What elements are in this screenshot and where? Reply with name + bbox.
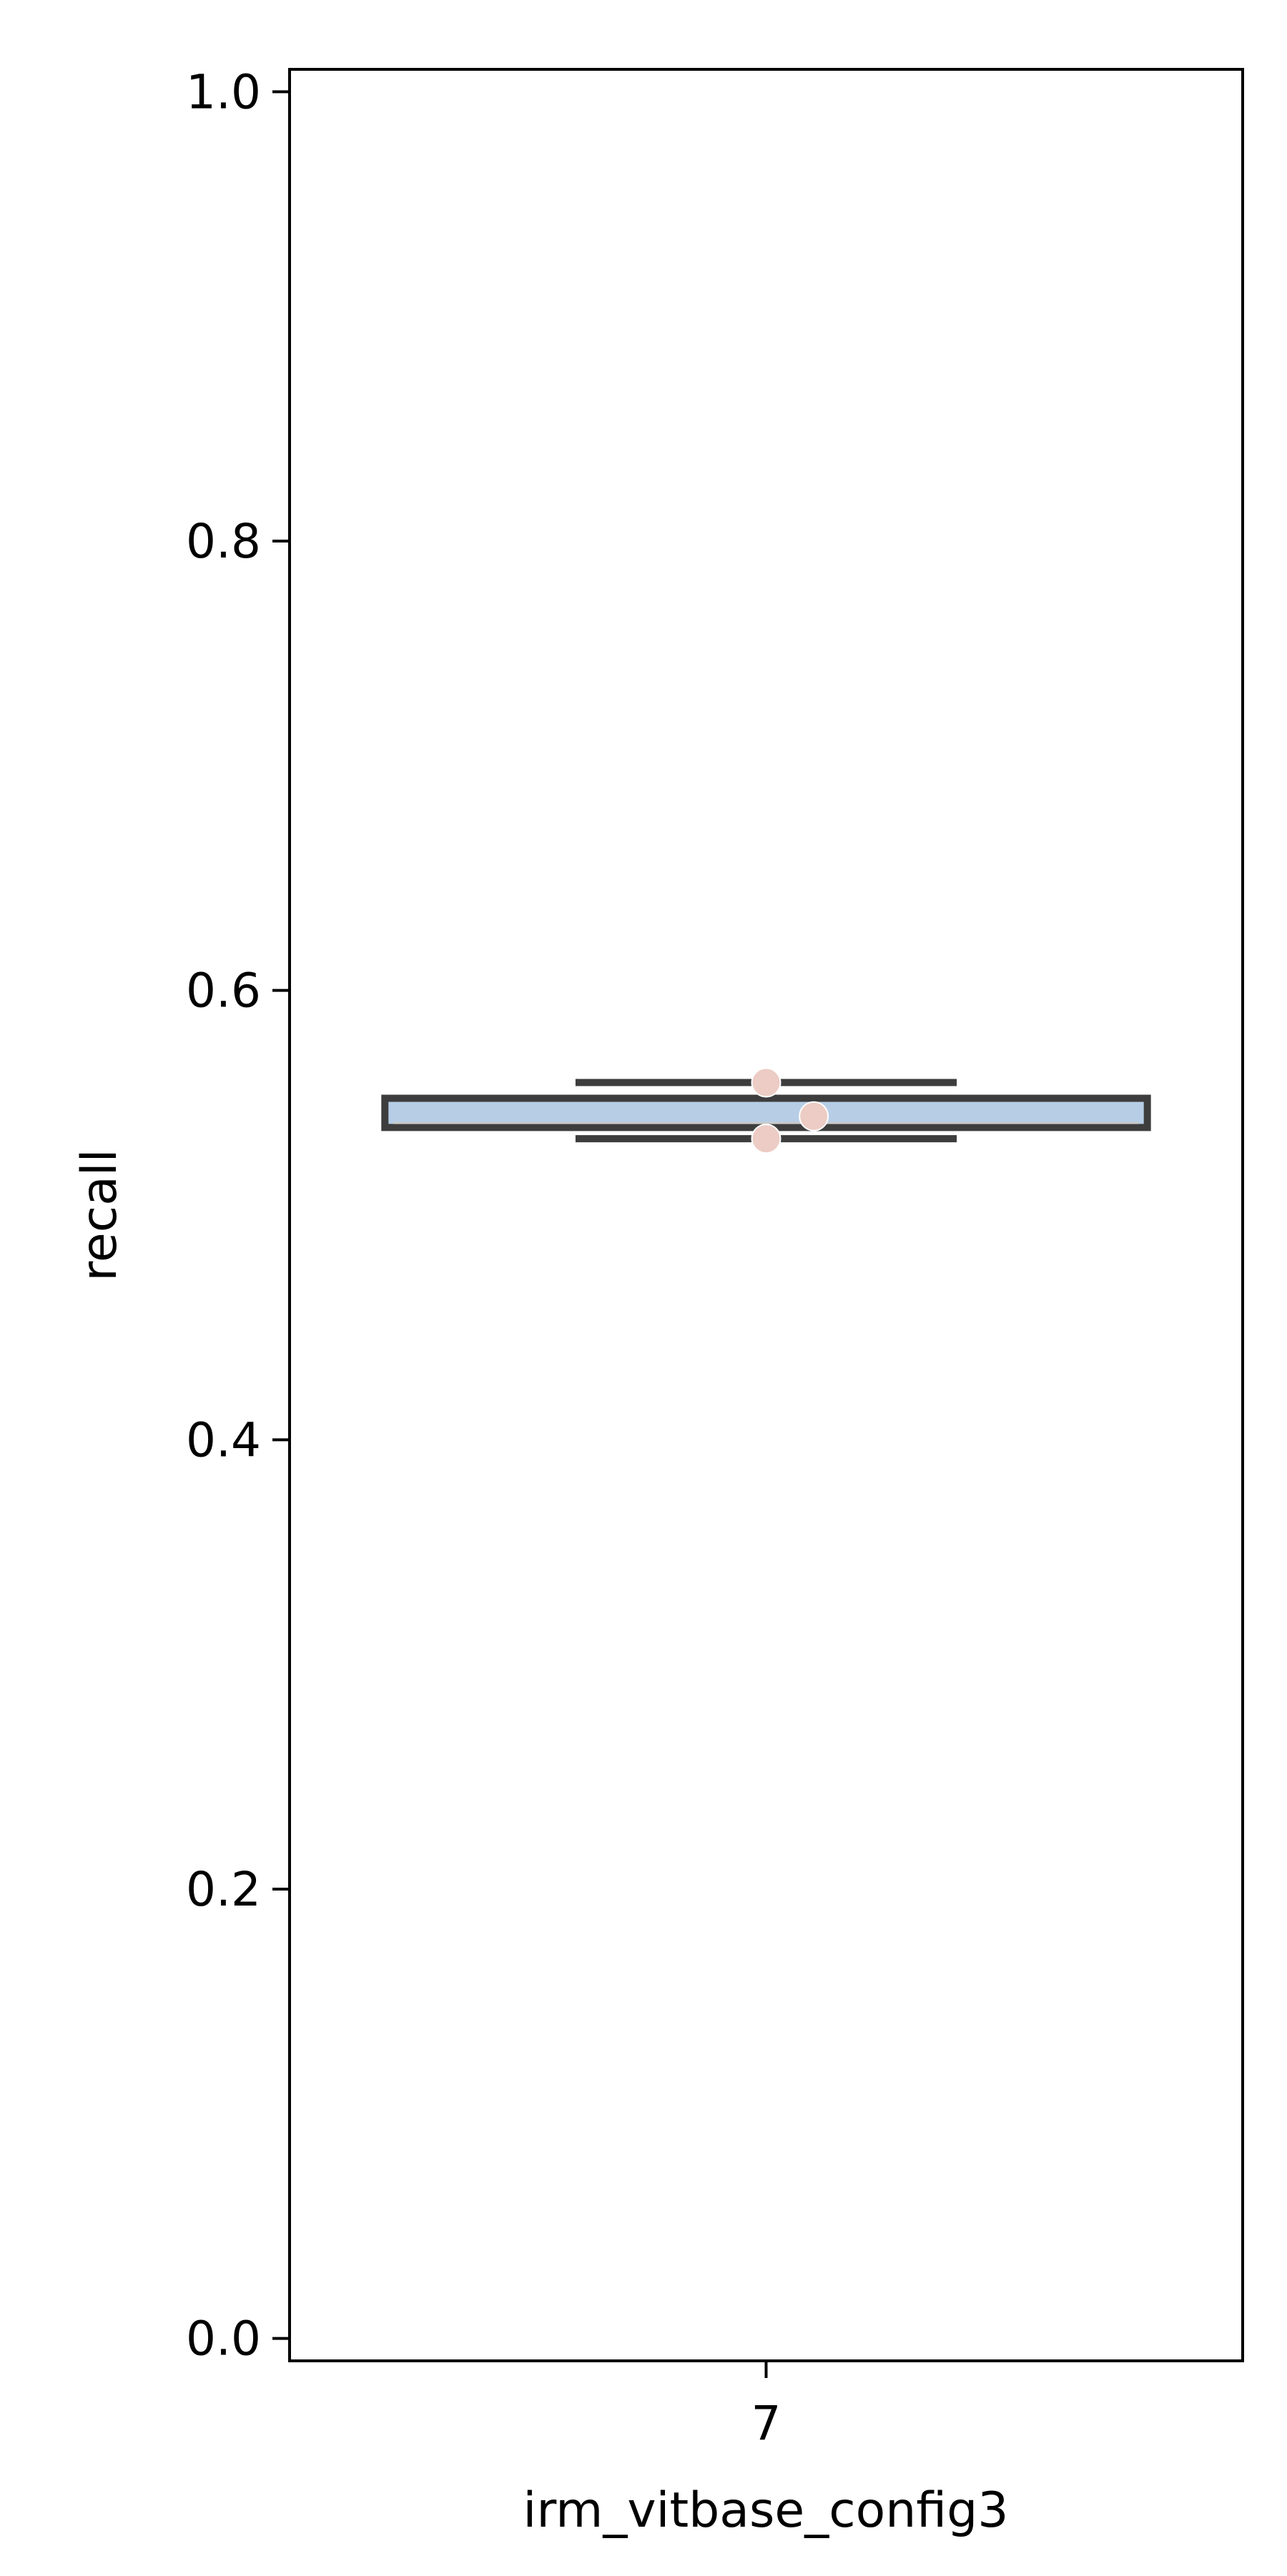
plot-area: [288, 68, 1244, 2362]
y-tick-label: 0.6: [186, 963, 261, 1019]
y-tick-label: 0.0: [186, 2312, 261, 2367]
points-layer: [751, 1067, 829, 1154]
data-point: [751, 1124, 781, 1154]
y-tick-label: 0.4: [186, 1412, 261, 1467]
y-tick-label: 0.2: [186, 1862, 261, 1917]
x-axis: 7: [751, 2361, 781, 2451]
y-tick-label: 1.0: [186, 64, 261, 119]
data-point: [751, 1067, 781, 1098]
data-point: [799, 1101, 829, 1131]
x-tick-label: 7: [751, 2396, 781, 2451]
y-tick-label: 0.8: [186, 514, 261, 569]
y-axis-label: recall: [72, 1149, 128, 1281]
x-axis-label: irm_vitbase_config3: [523, 2482, 1008, 2539]
y-axis: 0.0 0.2 0.4 0.6 0.8 1.0: [186, 64, 290, 2367]
